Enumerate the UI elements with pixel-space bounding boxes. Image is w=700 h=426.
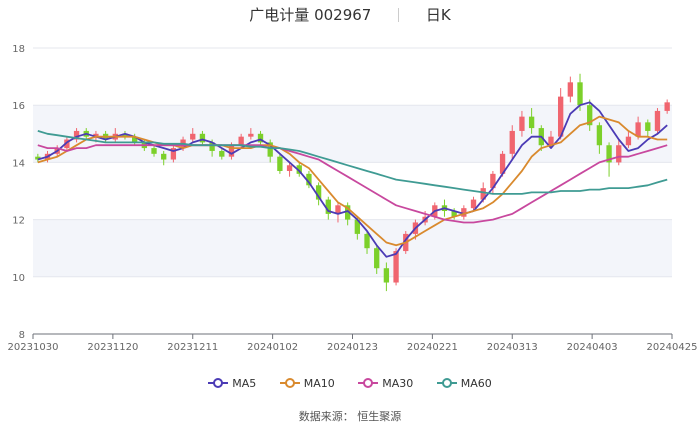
candle-body — [490, 173, 496, 189]
y-tick-label: 8 — [19, 330, 25, 341]
x-tick-label: 20240221 — [407, 342, 458, 353]
data-source: 数据来源： 恒生聚源 — [298, 410, 402, 423]
candle-body — [257, 133, 264, 143]
candle-body — [122, 133, 128, 137]
candle-body — [219, 150, 225, 157]
candle-body — [93, 133, 99, 137]
legend: MA5 MA10 MA30 MA60 — [0, 377, 700, 390]
candle-body — [335, 205, 341, 214]
legend-item-ma5[interactable]: MA5 — [208, 377, 256, 390]
candle-body — [519, 116, 525, 131]
candle-body — [364, 233, 370, 249]
candle-body — [470, 199, 477, 209]
candle-body — [383, 268, 390, 283]
candle-body — [509, 130, 515, 154]
candle-body — [557, 96, 564, 137]
candle-body — [499, 153, 506, 174]
series-line-ma60 — [37, 130, 668, 195]
candle-body — [625, 136, 632, 146]
series-line-ma30 — [37, 144, 668, 224]
stock-code: 002967 — [314, 6, 372, 24]
candle-body — [306, 173, 312, 186]
x-tick-label: 20240403 — [567, 342, 618, 353]
candle-body — [267, 142, 273, 157]
series-line-ma5 — [37, 101, 668, 258]
candle-body — [190, 133, 196, 140]
legend-item-ma10[interactable]: MA10 — [279, 377, 335, 390]
candle-body — [567, 82, 574, 97]
x-tick-label: 20240102 — [247, 342, 298, 353]
candle-body — [616, 145, 622, 163]
x-tick-label: 20240123 — [327, 342, 378, 353]
candle-body — [315, 185, 322, 200]
legend-swatch-ma10 — [279, 378, 300, 388]
candle-body — [161, 153, 167, 160]
candle-body — [199, 133, 206, 143]
candle-body — [238, 136, 244, 146]
candle-body — [151, 148, 157, 154]
legend-swatch-ma5 — [208, 378, 229, 388]
legend-label-ma10: MA10 — [303, 377, 335, 390]
candle-body — [73, 130, 80, 140]
candle-body — [64, 139, 70, 149]
candle-body — [248, 133, 254, 137]
legend-swatch-ma30 — [358, 378, 379, 388]
legend-label-ma60: MA60 — [460, 377, 492, 390]
chart-title: 广电计量 002967 日K — [0, 4, 700, 25]
candle-body — [596, 125, 603, 146]
series-line-ma10 — [37, 115, 668, 247]
candle-body — [577, 82, 583, 106]
y-tick-label: 18 — [12, 44, 25, 55]
y-tick-label: 12 — [12, 216, 25, 227]
candle-body — [528, 116, 535, 129]
candle-body — [344, 205, 351, 220]
candle-body — [325, 199, 331, 214]
legend-item-ma30[interactable]: MA30 — [358, 377, 413, 390]
y-tick-label: 10 — [12, 273, 25, 284]
candle-body — [587, 105, 593, 126]
candle-body — [228, 145, 235, 157]
period-label: 日K — [425, 6, 451, 24]
legend-label-ma5: MA5 — [232, 377, 257, 390]
candle-body — [393, 251, 399, 283]
candle-body — [374, 248, 380, 269]
title-separator — [398, 8, 400, 22]
candle-body — [654, 110, 661, 131]
candle-body — [606, 145, 612, 163]
candle-body — [296, 165, 302, 174]
candle-body — [286, 165, 293, 171]
candle-body — [170, 148, 177, 160]
candle-body — [277, 156, 283, 171]
y-tick-label: 14 — [12, 158, 25, 169]
candle-body — [35, 156, 41, 160]
candle-body — [354, 219, 361, 234]
legend-item-ma60[interactable]: MA60 — [436, 377, 492, 390]
grid-band — [33, 219, 672, 277]
candle-body — [131, 136, 138, 143]
candle-body — [480, 188, 486, 200]
x-tick-label: 20240425 — [647, 342, 698, 353]
y-tick-label: 16 — [12, 101, 25, 112]
legend-label-ma30: MA30 — [382, 377, 414, 390]
candle-body — [548, 136, 554, 146]
candle-body — [209, 142, 215, 151]
legend-swatch-ma60 — [436, 378, 457, 388]
candle-body — [635, 122, 641, 137]
candle-body — [451, 211, 457, 217]
x-tick-label: 20231030 — [8, 342, 59, 353]
x-tick-label: 20231120 — [87, 342, 138, 353]
x-tick-label: 20240313 — [487, 342, 538, 353]
candle-body — [645, 122, 651, 131]
candle-body — [461, 208, 467, 217]
x-tick-label: 20231211 — [167, 342, 218, 353]
grid-band — [33, 105, 672, 163]
stock-name: 广电计量 — [249, 6, 310, 24]
candle-body — [664, 102, 670, 111]
